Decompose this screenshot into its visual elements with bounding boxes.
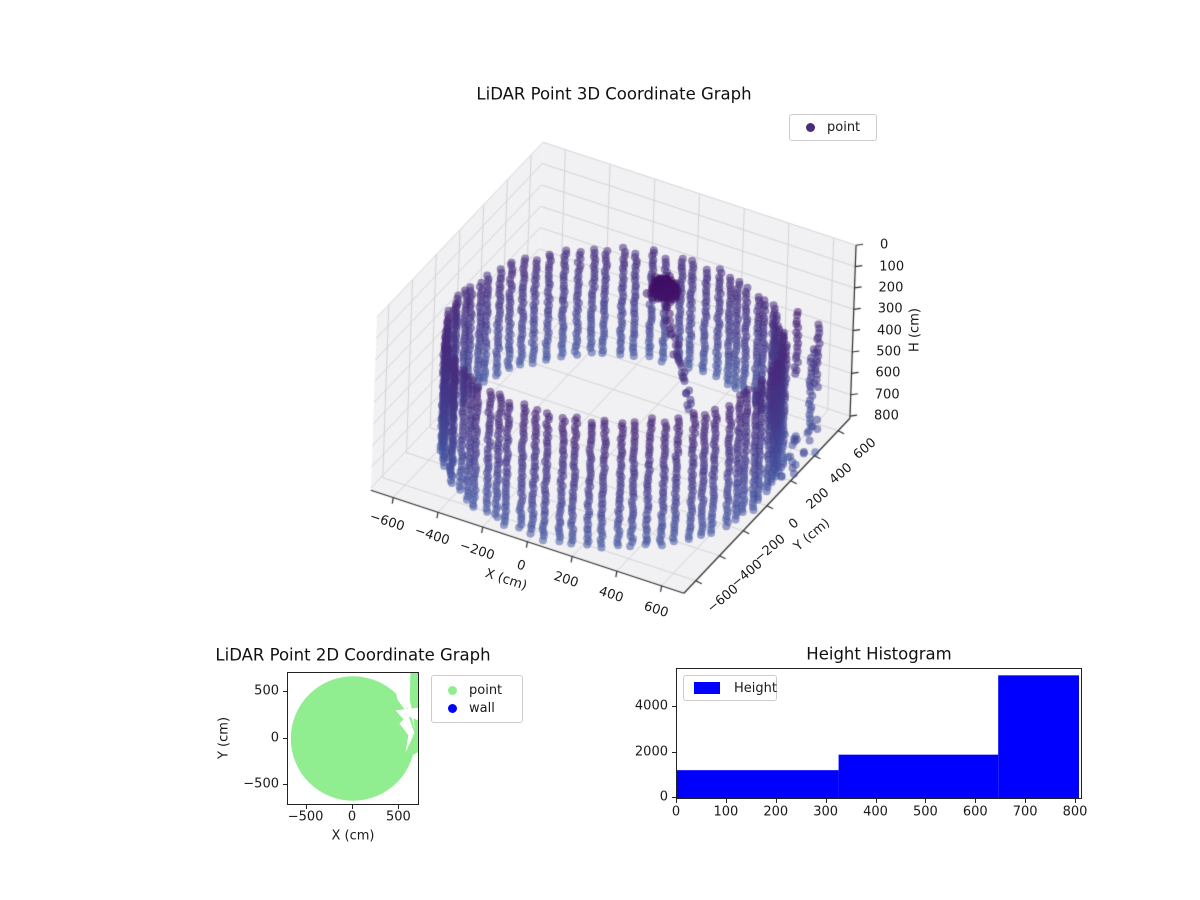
plot3d-z-tick-label: 300 — [877, 301, 903, 317]
tick-mark — [1025, 799, 1027, 803]
legend-label-height: Height — [734, 680, 777, 696]
point-marker-icon — [806, 123, 815, 132]
histogram-x-tick-label: 100 — [713, 804, 739, 820]
point-region-disc — [290, 676, 416, 801]
histogram-x-tick-label: 400 — [863, 804, 888, 820]
plot3d-z-tick-label: 100 — [879, 259, 905, 275]
tick-mark — [925, 799, 927, 803]
histogram-x-tick-label: 700 — [1012, 804, 1038, 820]
tick-mark — [975, 799, 977, 803]
tick-mark — [305, 805, 307, 809]
plot3d-title: LiDAR Point 3D Coordinate Graph — [476, 84, 752, 104]
point-region-cutout — [389, 673, 411, 711]
legend-label-point: point — [827, 120, 861, 135]
height-swatch-icon — [694, 682, 720, 694]
tick-mark — [725, 799, 727, 803]
histogram-y-tick-label: 4000 — [634, 698, 668, 714]
histogram-x-tick-label: 500 — [912, 804, 938, 820]
plot2d-point-region — [290, 673, 418, 801]
plot2d-x-tick-label: 500 — [386, 809, 411, 825]
tick-mark — [283, 737, 287, 739]
histogram-bar — [998, 675, 1080, 798]
legend-label-wall: wall — [469, 700, 495, 716]
plot2d-legend: point wall — [431, 675, 523, 723]
plot2d-title: LiDAR Point 2D Coordinate Graph — [215, 645, 491, 665]
tick-mark — [775, 799, 777, 803]
point-marker-icon — [448, 685, 457, 695]
tick-mark — [672, 706, 676, 708]
plot3d-z-tick-label: 800 — [874, 408, 899, 424]
tick-mark — [672, 751, 676, 753]
histogram-bars — [677, 675, 1080, 798]
histogram-legend: Height — [683, 675, 777, 701]
histogram-bar — [838, 754, 999, 798]
plot3d-z-tick-label: 600 — [875, 365, 901, 381]
histogram-bar — [677, 770, 839, 798]
plot2d-axes[interactable] — [287, 672, 419, 805]
plot3d-z-tick-label: 200 — [878, 280, 904, 296]
plot2d-xaxis-label: X (cm) — [331, 828, 375, 844]
plot2d-x-tick-label: −500 — [287, 809, 324, 825]
plot3d-z-tick-label: 500 — [876, 344, 902, 360]
plot3d-z-tick-label: 0 — [880, 237, 889, 253]
point-region-cutout — [395, 707, 418, 753]
histogram-x-tick-label: 600 — [962, 804, 988, 820]
wall-marker-icon — [448, 703, 457, 713]
tick-mark — [398, 805, 400, 809]
tick-mark — [825, 799, 827, 803]
plot2d-y-tick-label: 0 — [270, 730, 279, 745]
plot2d-yaxis-label: Y (cm) — [216, 716, 232, 760]
histogram-y-tick-label: 2000 — [634, 744, 668, 760]
plot3d-scene[interactable] — [280, 120, 980, 680]
tick-mark — [672, 797, 676, 798]
histogram-y-tick-label: 0 — [659, 789, 668, 805]
histogram-x-tick-label: 800 — [1062, 804, 1088, 820]
tick-mark — [283, 784, 287, 786]
tick-mark — [875, 799, 877, 803]
plot3d-z-tick-label: 700 — [874, 387, 900, 403]
histogram-x-tick-label: 0 — [671, 804, 681, 820]
histogram-title: Height Histogram — [806, 644, 952, 664]
tick-mark — [1075, 799, 1076, 803]
plot3d-z-tick-label: 400 — [877, 323, 902, 339]
histogram-axes[interactable] — [676, 668, 1082, 799]
legend-label-point: point — [469, 682, 503, 698]
tick-mark — [352, 805, 353, 809]
plot2d-x-tick-label: 0 — [347, 809, 357, 825]
histogram-x-tick-label: 200 — [763, 804, 789, 820]
plot3d-zaxis-label: H (cm) — [907, 308, 923, 352]
plot2d-y-tick-label: 500 — [254, 683, 279, 699]
plot2d-y-tick-label: −500 — [243, 776, 279, 792]
tick-mark — [283, 690, 287, 692]
histogram-x-tick-label: 300 — [813, 804, 839, 820]
plot3d-legend: point — [789, 114, 877, 141]
tick-mark — [676, 799, 677, 803]
